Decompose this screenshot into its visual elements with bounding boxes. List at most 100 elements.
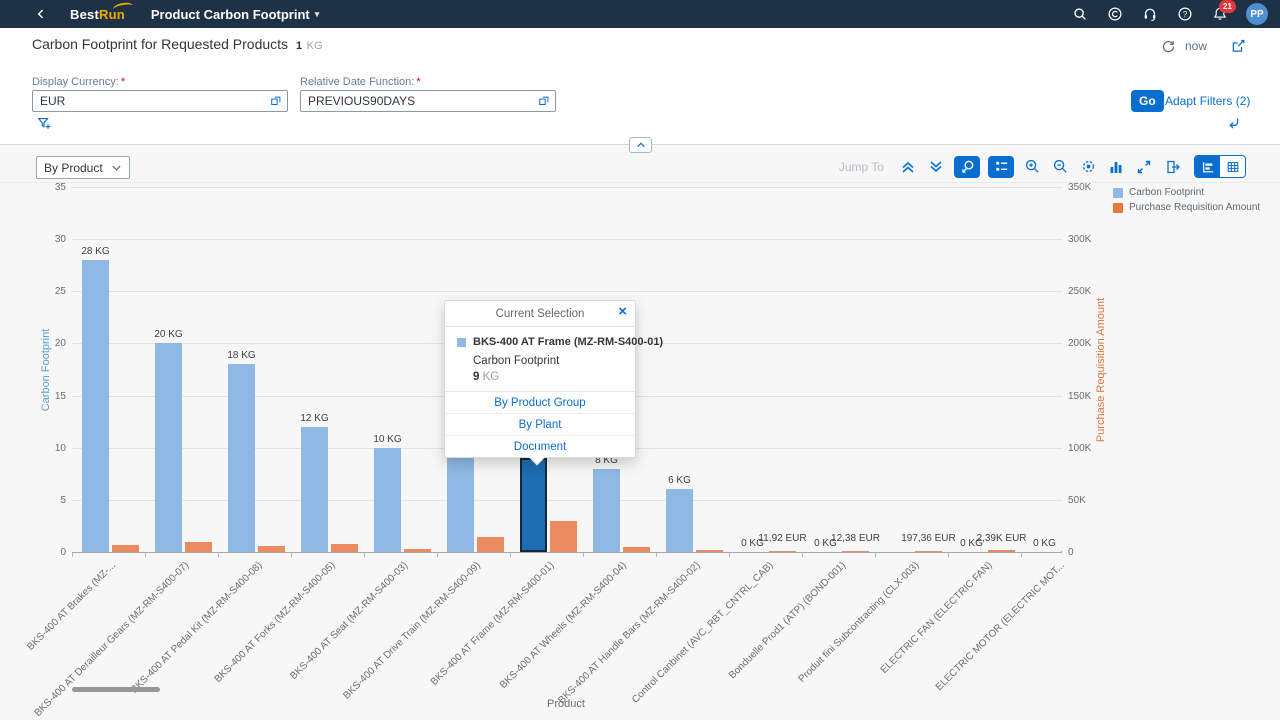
- value-unit: KG: [483, 371, 500, 383]
- chevron-down-icon: [111, 164, 122, 172]
- application-window: BestRun Product Carbon Footprint ▾ ? 21: [0, 0, 1280, 720]
- collapse-header-button[interactable]: [629, 137, 652, 153]
- chart-type-icon[interactable]: [1106, 157, 1126, 177]
- legend-button[interactable]: [988, 156, 1014, 178]
- relative-date-function-input[interactable]: PREVIOUS90DAYS: [300, 90, 556, 112]
- value-help-icon[interactable]: [537, 94, 551, 108]
- app-title-menu[interactable]: Product Carbon Footprint ▾: [151, 7, 319, 22]
- required-mark: *: [121, 76, 125, 88]
- bar-purchase-requisition-amount[interactable]: [623, 547, 650, 552]
- page-title: Carbon Footprint for Requested Products: [32, 36, 288, 52]
- chart-horizontal-scrollbar[interactable]: [72, 687, 160, 692]
- bar-purchase-requisition-amount[interactable]: [1061, 551, 1062, 553]
- jump-to-label: Jump To: [839, 160, 884, 174]
- y-axis-title-left: Carbon Footprint: [40, 329, 52, 412]
- selected-item-name: BKS-400 AT Frame (MZ-RM-S400-01): [473, 336, 663, 348]
- bar-carbon-footprint[interactable]: [82, 260, 109, 552]
- dimension-select-value: By Product: [44, 161, 103, 175]
- bar-purchase-requisition-amount[interactable]: [404, 549, 431, 552]
- dimension-select[interactable]: By Product: [36, 156, 130, 179]
- share-icon[interactable]: [1230, 38, 1246, 54]
- popover-title: Current Selection: [496, 308, 585, 320]
- bar-purchase-requisition-amount[interactable]: [769, 551, 796, 553]
- bar-carbon-footprint[interactable]: [228, 364, 255, 552]
- bar-purchase-requisition-amount[interactable]: [258, 546, 285, 552]
- bar-purchase-requisition-amount[interactable]: [915, 551, 942, 553]
- display-currency-input[interactable]: EUR: [32, 90, 288, 112]
- link-by-plant[interactable]: By Plant: [445, 414, 635, 436]
- zoom-in-icon[interactable]: [1022, 157, 1042, 177]
- value-help-icon[interactable]: [269, 94, 283, 108]
- unit-value: 1: [296, 40, 302, 52]
- bar-carbon-footprint[interactable]: [155, 343, 182, 552]
- shell-actions: ? 21 PP: [1071, 3, 1268, 25]
- unit-text: KG: [307, 40, 323, 52]
- close-icon[interactable]: ×: [618, 303, 627, 320]
- add-filter-icon[interactable]: [36, 115, 52, 131]
- legend-swatch-carbon-footprint: [1113, 188, 1123, 198]
- bar-purchase-requisition-amount[interactable]: [477, 537, 504, 552]
- bar-carbon-footprint[interactable]: [593, 469, 620, 552]
- display-currency-label: Display Currency:*: [32, 76, 125, 88]
- chart-view-button[interactable]: [1195, 156, 1220, 177]
- chart-legend: Carbon Footprint Purchase Requisition Am…: [1113, 187, 1260, 213]
- fullscreen-icon[interactable]: [1134, 157, 1154, 177]
- page-title-unit: 1 KG: [296, 36, 322, 54]
- notifications-bell-icon[interactable]: 21: [1211, 5, 1229, 23]
- y-axis-title-right: Purchase Requisition Amount: [1095, 298, 1107, 442]
- export-icon[interactable]: [1162, 157, 1182, 177]
- link-by-product-group[interactable]: By Product Group: [445, 392, 635, 414]
- chart-toolbar: Jump To: [839, 155, 1246, 178]
- current-selection-popover: Current Selection × BKS-400 AT Frame (MZ…: [444, 300, 636, 458]
- label-text: Relative Date Function:: [300, 76, 414, 88]
- bar-purchase-requisition-amount[interactable]: [842, 551, 869, 553]
- bar-carbon-footprint[interactable]: [447, 448, 474, 552]
- bar-carbon-footprint[interactable]: [374, 448, 401, 552]
- drilldown-button[interactable]: [954, 156, 980, 178]
- chevron-down-icon: ▾: [315, 9, 320, 20]
- avatar[interactable]: PP: [1246, 3, 1268, 25]
- table-view-button[interactable]: [1220, 156, 1245, 177]
- go-button[interactable]: Go: [1131, 90, 1164, 112]
- restore-icon[interactable]: [1226, 115, 1242, 131]
- input-value: EUR: [40, 94, 269, 108]
- toolbar-separator: [0, 182, 1280, 183]
- bar-purchase-requisition-amount[interactable]: [185, 542, 212, 552]
- bar-purchase-requisition-amount[interactable]: [696, 550, 723, 552]
- relative-date-function-label: Relative Date Function:*: [300, 76, 421, 88]
- refresh-icon[interactable]: [1161, 39, 1176, 54]
- series-color-swatch: [457, 338, 466, 347]
- legend-item[interactable]: Carbon Footprint: [1113, 187, 1260, 198]
- bar-purchase-requisition-amount[interactable]: [331, 544, 358, 552]
- bar-purchase-requisition-amount[interactable]: [550, 521, 577, 552]
- settings-gear-icon[interactable]: [1078, 157, 1098, 177]
- bar-carbon-footprint[interactable]: [520, 458, 547, 552]
- collapse-all-icon[interactable]: [898, 157, 918, 177]
- x-axis-title: Product: [516, 698, 616, 710]
- input-value: PREVIOUS90DAYS: [308, 94, 537, 108]
- legend-label: Carbon Footprint: [1129, 187, 1204, 198]
- measure-name: Carbon Footprint: [473, 355, 623, 367]
- chart-panel: By Product Jump To: [0, 145, 1280, 720]
- expand-all-icon[interactable]: [926, 157, 946, 177]
- copilot-icon[interactable]: [1106, 5, 1124, 23]
- legend-swatch-purchase-requisition: [1113, 203, 1123, 213]
- logo-text-best: Best: [70, 7, 99, 22]
- help-icon[interactable]: ?: [1176, 5, 1194, 23]
- headset-icon[interactable]: [1141, 5, 1159, 23]
- search-icon[interactable]: [1071, 5, 1089, 23]
- notification-badge: 21: [1219, 0, 1236, 13]
- back-button[interactable]: [34, 7, 48, 21]
- svg-text:?: ?: [1183, 10, 1188, 19]
- label-text: Display Currency:: [32, 76, 119, 88]
- zoom-out-icon[interactable]: [1050, 157, 1070, 177]
- bar-carbon-footprint[interactable]: [666, 489, 693, 552]
- measure-value: 9 KG: [473, 371, 623, 383]
- legend-label: Purchase Requisition Amount: [1129, 202, 1260, 213]
- legend-item[interactable]: Purchase Requisition Amount: [1113, 202, 1260, 213]
- bar-purchase-requisition-amount[interactable]: [112, 545, 139, 552]
- bar-purchase-requisition-amount[interactable]: [988, 550, 1015, 552]
- bar-carbon-footprint[interactable]: [301, 427, 328, 552]
- adapt-filters-link[interactable]: Adapt Filters (2): [1165, 94, 1250, 108]
- app-title: Product Carbon Footprint: [151, 7, 310, 22]
